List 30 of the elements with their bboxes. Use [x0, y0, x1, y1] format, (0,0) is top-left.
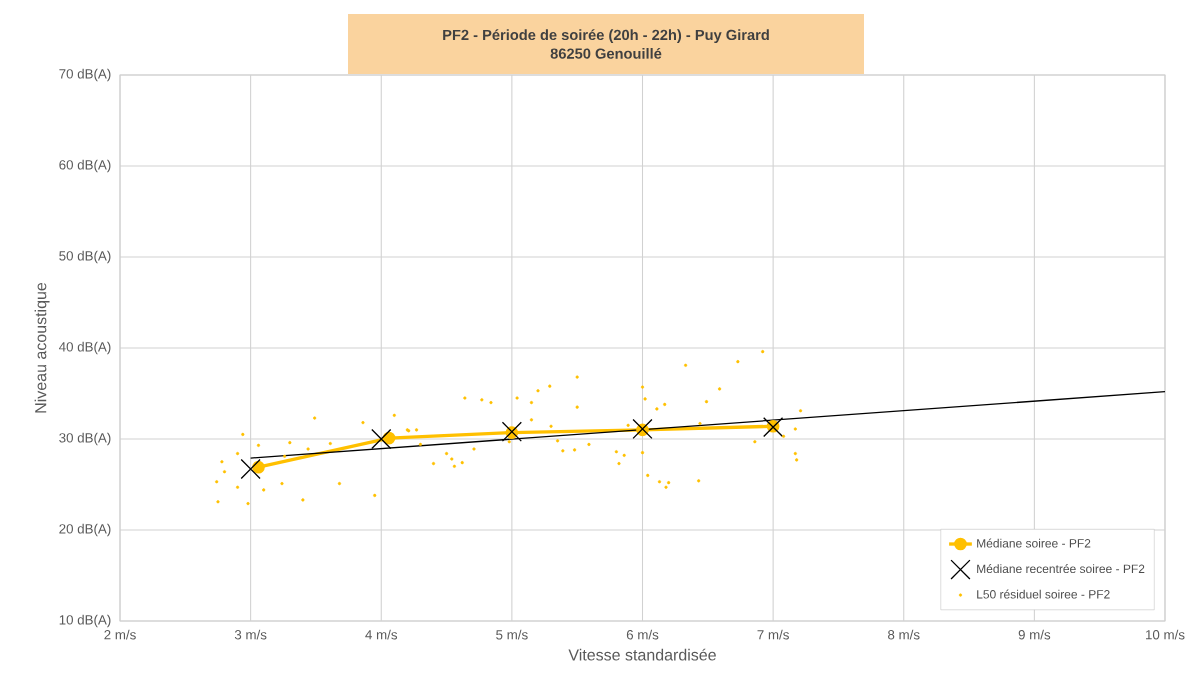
x-tick-label: 7 m/s — [757, 629, 789, 640]
chart-title: PF2 - Période de soirée (20h - 22h) - Puy Girard — [443, 29, 769, 43]
y-tick-label: 70 dB(A) — [59, 68, 111, 82]
point — [240, 458, 261, 480]
y-tick-label: 60 dB(A) — [59, 159, 111, 173]
x-tick-label: 2 m/s — [104, 629, 136, 640]
chart-subtitle: 86250 Genouillé — [550, 47, 662, 59]
x-tick-label: 5 m/s — [496, 629, 528, 640]
point — [371, 428, 392, 450]
y-tick-label: 30 dB(A) — [59, 432, 111, 446]
y-axis-title: Niveau acoustique — [34, 282, 50, 413]
point — [501, 421, 522, 442]
point — [382, 431, 396, 445]
legend-label: Médiane soiree - PF2 — [977, 538, 1091, 548]
x-axis-title: Vitesse standardisée — [568, 648, 716, 661]
legend-label: Médiane recentrée soiree - PF2 — [977, 564, 1145, 574]
legend-label: L50 résiduel soiree - PF2 — [977, 589, 1110, 599]
y-tick-label: 20 dB(A) — [59, 523, 111, 537]
x-tick-label: 4 m/s — [365, 629, 398, 640]
x-tick-label: 6 m/s — [626, 629, 659, 640]
y-tick-label: 10 dB(A) — [59, 614, 111, 628]
y-tick-label: 50 dB(A) — [59, 250, 111, 264]
x-tick-label: 10 m/s — [1146, 629, 1185, 640]
point — [252, 460, 265, 474]
x-tick-label: 3 m/s — [234, 629, 267, 640]
point — [763, 417, 784, 438]
y-tick-label: 40 dB(A) — [58, 341, 111, 355]
x-tick-label: 8 m/s — [888, 629, 920, 640]
point — [632, 418, 653, 440]
x-tick-label: 9 m/s — [1018, 629, 1051, 640]
